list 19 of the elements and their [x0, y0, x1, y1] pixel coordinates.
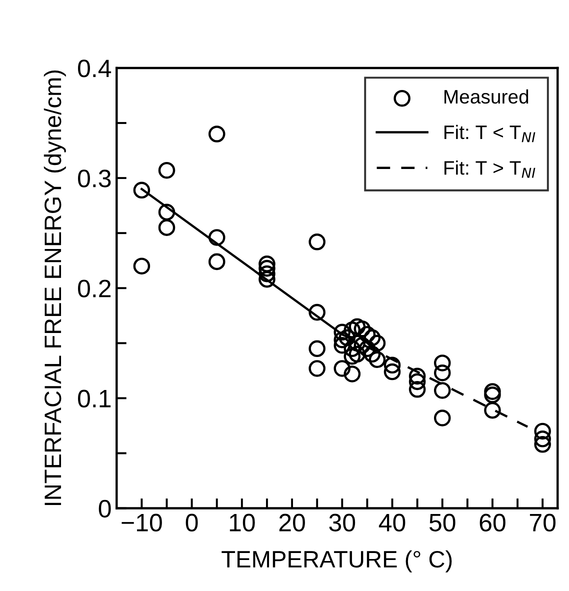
- y-tick-label: 0.3: [78, 170, 111, 188]
- x-axis-title: TEMPERATURE (° C): [222, 550, 452, 572]
- y-tick-label: 0.1: [78, 390, 111, 408]
- x-tick-label: 0: [186, 514, 198, 532]
- legend-label: Fit: T < T$_{NI}$: [444, 124, 536, 142]
- x-tick-label: 40: [378, 514, 406, 532]
- legend-label: Fit: T > T$_{NI}$: [444, 160, 536, 178]
- y-tick-label: 0.2: [78, 280, 111, 298]
- x-tick-label: 20: [279, 514, 305, 532]
- y-tick-label: 0.4: [78, 60, 112, 78]
- y-axis-title: INTERFACIAL FREE ENERGY (dyne/cm): [44, 70, 66, 506]
- x-tick-label: 30: [329, 514, 356, 532]
- x-tick-label: −10: [122, 514, 162, 532]
- x-tick-label: 10: [230, 514, 255, 532]
- y-tick-label: 0: [98, 500, 111, 518]
- x-tick-label: 70: [530, 514, 556, 532]
- x-tick-label: 60: [480, 514, 506, 532]
- legend-label: Measured: [444, 89, 528, 104]
- x-tick-label: 50: [429, 514, 456, 532]
